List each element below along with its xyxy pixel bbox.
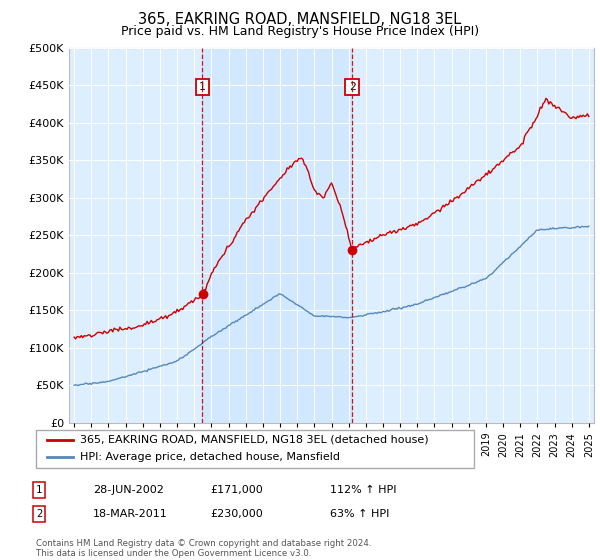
Text: 63% ↑ HPI: 63% ↑ HPI	[330, 509, 389, 519]
Text: 365, EAKRING ROAD, MANSFIELD, NG18 3EL: 365, EAKRING ROAD, MANSFIELD, NG18 3EL	[139, 12, 461, 27]
Text: 2: 2	[36, 509, 42, 519]
FancyBboxPatch shape	[36, 430, 474, 468]
Text: Price paid vs. HM Land Registry's House Price Index (HPI): Price paid vs. HM Land Registry's House …	[121, 25, 479, 38]
Text: HPI: Average price, detached house, Mansfield: HPI: Average price, detached house, Mans…	[80, 452, 340, 463]
Text: 28-JUN-2002: 28-JUN-2002	[93, 485, 164, 495]
Text: 365, EAKRING ROAD, MANSFIELD, NG18 3EL (detached house): 365, EAKRING ROAD, MANSFIELD, NG18 3EL (…	[80, 435, 428, 445]
Text: 1: 1	[199, 82, 206, 92]
Text: 18-MAR-2011: 18-MAR-2011	[93, 509, 168, 519]
Text: Contains HM Land Registry data © Crown copyright and database right 2024.
This d: Contains HM Land Registry data © Crown c…	[36, 539, 371, 558]
Text: £171,000: £171,000	[210, 485, 263, 495]
Text: 112% ↑ HPI: 112% ↑ HPI	[330, 485, 397, 495]
Text: 2: 2	[349, 82, 355, 92]
Text: £230,000: £230,000	[210, 509, 263, 519]
Bar	[202, 48, 352, 423]
Text: 1: 1	[36, 485, 42, 495]
